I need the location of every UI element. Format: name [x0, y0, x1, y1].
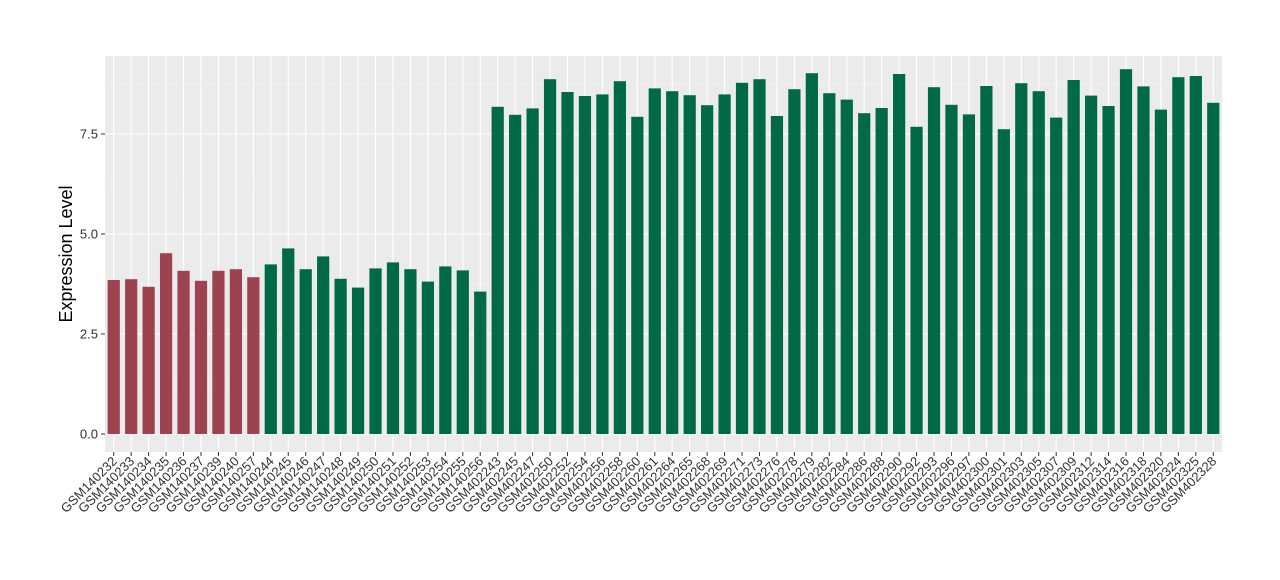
bar-GSM140247 — [317, 256, 330, 434]
bar-GSM402318 — [1137, 86, 1150, 435]
bar-GSM402268 — [701, 105, 714, 434]
bar-GSM402301 — [997, 129, 1010, 434]
bar-GSM402260 — [631, 116, 644, 435]
bar-GSM140251 — [386, 262, 400, 434]
y-tick-label: 5.0 — [80, 227, 98, 242]
bar-GSM402320 — [1154, 109, 1168, 434]
y-tick-label: 0.0 — [80, 427, 98, 442]
bar-GSM140246 — [299, 269, 312, 434]
bar-GSM402314 — [1102, 106, 1115, 434]
bar-GSM140235 — [159, 253, 173, 434]
bar-GSM402325 — [1189, 76, 1202, 434]
bar-GSM402293 — [927, 87, 941, 434]
bar-GSM140254 — [439, 266, 452, 434]
bar-GSM402254 — [578, 96, 592, 434]
bar-GSM402309 — [1067, 80, 1080, 434]
bar-GSM402264 — [666, 91, 679, 434]
bar-GSM402245 — [509, 114, 522, 435]
bar-GSM402261 — [648, 88, 661, 435]
bar-GSM140236 — [177, 270, 190, 434]
bar-GSM402328 — [1207, 102, 1220, 435]
bar-GSM402247 — [526, 108, 539, 435]
bar-GSM140234 — [142, 286, 155, 434]
bar-GSM140239 — [212, 270, 225, 434]
bar-GSM140240 — [229, 269, 243, 434]
y-tick-label: 2.5 — [80, 327, 98, 342]
bar-GSM402312 — [1084, 95, 1098, 434]
bar-GSM140249 — [351, 287, 365, 434]
bar-GSM402256 — [596, 94, 609, 435]
bar-GSM402324 — [1172, 77, 1185, 434]
bars — [107, 69, 1220, 435]
bar-GSM402276 — [770, 116, 784, 434]
bar-GSM140257 — [247, 277, 260, 434]
y-axis: 0.0 2.5 5.0 7.5 — [80, 127, 105, 442]
bar-GSM402284 — [840, 99, 853, 434]
x-axis: GSM140232GSM140233GSM140234GSM140235GSM1… — [58, 452, 1219, 516]
bar-GSM402258 — [613, 81, 626, 434]
bar-GSM140237 — [194, 280, 208, 434]
bar-GSM140253 — [421, 281, 434, 434]
bar-GSM402279 — [805, 73, 818, 434]
bar-GSM402250 — [543, 79, 557, 434]
bar-GSM140233 — [125, 279, 138, 434]
bar-GSM402316 — [1119, 69, 1133, 434]
bar-GSM402273 — [753, 79, 766, 434]
bar-GSM140256 — [474, 291, 487, 434]
bar-GSM402300 — [980, 86, 993, 434]
bar-GSM140250 — [369, 268, 382, 434]
bar-GSM140255 — [456, 270, 469, 434]
y-axis-title: Expression Level — [56, 185, 76, 322]
bar-GSM402282 — [823, 93, 836, 434]
bar-GSM140245 — [282, 248, 295, 434]
bar-GSM140248 — [334, 278, 347, 434]
bar-GSM402252 — [561, 92, 574, 434]
bar-GSM402290 — [893, 74, 906, 434]
bar-GSM402265 — [683, 95, 696, 434]
bar-GSM402269 — [718, 94, 731, 435]
bar-GSM140232 — [107, 280, 120, 434]
bar-GSM402292 — [910, 126, 923, 435]
bar-GSM402286 — [858, 113, 871, 434]
bar-GSM402271 — [735, 82, 749, 435]
bar-GSM402296 — [945, 104, 958, 435]
bar-GSM402303 — [1015, 83, 1028, 434]
y-tick-label: 7.5 — [80, 127, 98, 142]
bar-GSM402278 — [788, 89, 801, 434]
bar-GSM140252 — [404, 269, 417, 434]
bar-GSM140244 — [264, 264, 277, 434]
bar-GSM402305 — [1032, 91, 1045, 434]
bar-GSM402307 — [1050, 117, 1063, 434]
bar-GSM402288 — [875, 108, 888, 434]
bar-GSM402243 — [491, 106, 504, 435]
bar-GSM402297 — [962, 114, 976, 435]
